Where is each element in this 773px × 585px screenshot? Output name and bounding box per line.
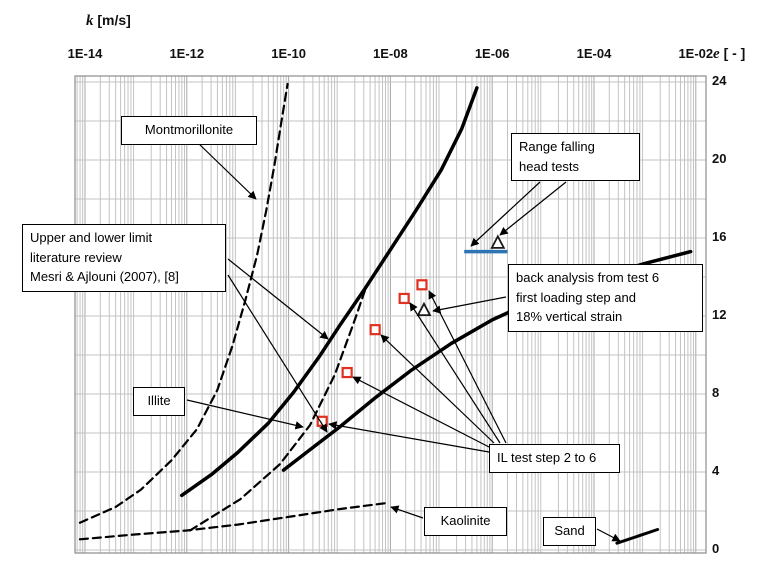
y-axis-title: e [ - ] xyxy=(713,45,745,63)
marker-square-il-test xyxy=(416,279,428,291)
annotation-illite-line: Illite xyxy=(147,393,171,408)
x-tick-label: 1E-12 xyxy=(169,46,205,61)
y-tick-label: 8 xyxy=(712,385,720,400)
annotation-back-analysis: back analysis from test 6 first loading s… xyxy=(508,264,703,332)
annotation-arrow-kaolinite xyxy=(390,505,424,519)
annotation-kaolinite-line: Kaolinite xyxy=(440,513,491,528)
y-tick-label: 4 xyxy=(712,463,720,478)
x-tick-label: 1E-08 xyxy=(373,46,408,61)
plot-border xyxy=(74,75,707,554)
annotation-arrow-illite xyxy=(186,399,304,430)
y-tick-label: 12 xyxy=(712,307,727,322)
y-tick-label: 24 xyxy=(712,73,727,88)
annotation-illite: Illite xyxy=(133,387,185,416)
annotation-back-analysis-line: first loading step and xyxy=(516,289,636,305)
marker-square-il-test xyxy=(398,292,410,305)
x-tick-label: 1E-04 xyxy=(576,46,612,61)
curve-montmorillonite xyxy=(78,82,289,524)
y-tick-label: 20 xyxy=(712,151,727,166)
y-tick-label: 16 xyxy=(712,229,727,244)
x-axis-title: k [m/s] xyxy=(86,12,131,30)
x-tick-label: 1E-02 xyxy=(678,46,714,61)
marker-square-il-test xyxy=(341,366,353,379)
y-axis-unit: [ - ] xyxy=(723,45,746,61)
annotation-montmorillonite-line: Montmorillonite xyxy=(144,122,234,137)
curve-upper-limit xyxy=(179,86,479,498)
curve-kaolinite xyxy=(78,502,387,541)
annotation-arrow-montmorillonite xyxy=(196,141,257,200)
annotation-il-test-line: IL test step 2 to 6 xyxy=(497,450,597,465)
x-tick-label: 1E-06 xyxy=(474,46,510,61)
annotation-literature-line: Upper and lower limit xyxy=(30,230,153,245)
annotation-sand-line: Sand xyxy=(554,523,585,538)
annotation-literature: Upper and lower limit literature review Me… xyxy=(22,224,226,292)
annotation-arrow-il-test xyxy=(409,302,501,444)
annotation-back-analysis-line: 18% vertical strain xyxy=(516,309,623,324)
annotation-range-falling: Range falling head tests xyxy=(511,133,640,181)
y-tick-label: 0 xyxy=(712,541,720,556)
annotation-sand: Sand xyxy=(543,517,596,546)
x-axis-symbol: k xyxy=(86,13,94,29)
annotation-arrow-range-falling xyxy=(470,181,541,247)
annotation-arrow-il-test xyxy=(380,334,495,444)
curve-sand xyxy=(615,528,660,545)
annotation-arrow-il-test xyxy=(428,290,507,444)
annotation-montmorillonite: Montmorillonite xyxy=(121,116,257,145)
annotation-kaolinite: Kaolinite xyxy=(424,507,507,536)
marker-triangle-back-analysis xyxy=(416,301,432,317)
annotation-il-test: IL test step 2 to 6 xyxy=(489,444,620,473)
annotation-arrow-literature xyxy=(227,258,329,340)
annotation-arrow-il-test xyxy=(352,376,490,448)
annotation-back-analysis-line: back analysis from test 6 xyxy=(516,270,660,285)
annotation-arrow-il-test xyxy=(328,421,490,453)
marker-square-il-test xyxy=(369,324,381,336)
y-axis-symbol: e xyxy=(713,46,720,62)
x-tick-label: 1E-14 xyxy=(67,46,103,61)
marker-triangle-back-analysis xyxy=(490,234,506,249)
annotation-arrow-literature xyxy=(227,274,328,433)
curve-illite xyxy=(188,289,366,532)
annotation-arrow-range-falling xyxy=(499,181,567,236)
annotation-range-falling-line: head tests xyxy=(519,158,579,174)
annotation-literature-line: literature review xyxy=(30,249,122,265)
annotation-arrow-back-analysis xyxy=(432,296,507,314)
x-tick-label: 1E-10 xyxy=(271,46,306,61)
annotation-range-falling-line: Range falling xyxy=(519,139,595,154)
annotation-arrow-sand xyxy=(596,528,621,542)
annotation-literature-line: Mesri & Ajlouni (2007), [8] xyxy=(30,269,179,284)
x-axis-unit: [m/s] xyxy=(97,12,131,28)
